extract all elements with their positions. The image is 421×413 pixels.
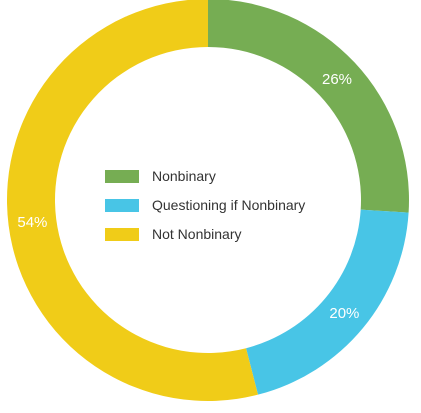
slice-questioning-if-nonbinary — [246, 209, 409, 395]
legend-swatch-questioning-if-nonbinary — [105, 199, 139, 212]
slice-not-nonbinary — [7, 0, 258, 401]
legend-label-nonbinary: Nonbinary — [152, 168, 216, 184]
legend: Nonbinary Questioning if Nonbinary Not Non… — [105, 168, 305, 242]
legend-label-questioning-if-nonbinary: Questioning if Nonbinary — [152, 197, 305, 213]
slice-label-not-nonbinary: 54% — [17, 214, 47, 231]
slice-label-questioning-if-nonbinary: 20% — [329, 305, 359, 322]
slice-labels: 26% 20% 54% — [17, 71, 359, 322]
legend-swatch-not-nonbinary — [105, 228, 139, 241]
legend-label-not-nonbinary: Not Nonbinary — [152, 226, 242, 242]
slice-nonbinary — [208, 0, 409, 213]
slice-label-nonbinary: 26% — [322, 71, 352, 88]
slices — [7, 0, 409, 401]
legend-swatch-nonbinary — [105, 170, 139, 183]
